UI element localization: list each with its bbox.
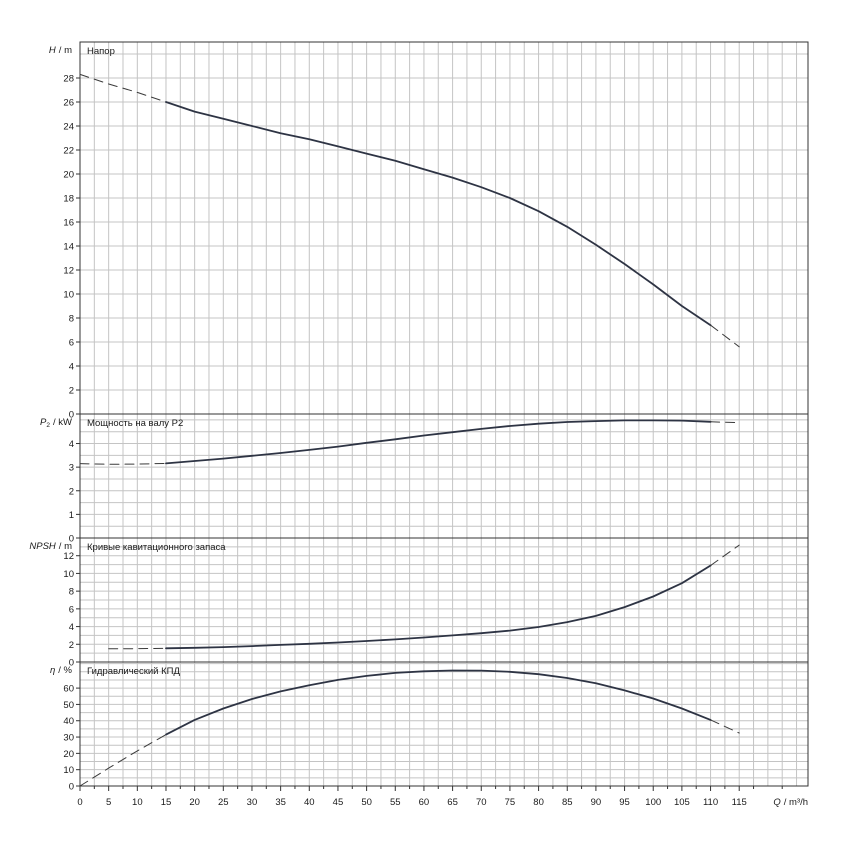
y-tick-label: 1 (69, 510, 74, 521)
y-tick-label: 8 (69, 587, 74, 598)
y-axis-symbol: H (49, 45, 56, 56)
y-tick-label: 2 (69, 386, 74, 397)
y-axis-unit: / m (59, 541, 72, 552)
y-tick-label: 4 (69, 622, 74, 633)
x-tick-label: 85 (562, 797, 573, 808)
x-tick-label: 110 (703, 797, 718, 808)
y-tick-label: 0 (69, 410, 74, 421)
y-tick-label: 22 (63, 146, 74, 157)
y-tick-label: 14 (63, 242, 74, 253)
curve-extrapolated (710, 324, 740, 348)
y-tick-label: 0 (69, 782, 74, 793)
y-tick-label: 24 (63, 122, 74, 133)
x-tick-label: 15 (161, 797, 172, 808)
y-tick-label: 0 (69, 658, 74, 669)
curve-extrapolated (79, 734, 167, 787)
curve-extrapolated (710, 421, 740, 424)
y-tick-label: 10 (63, 290, 74, 301)
curve-extrapolated (710, 719, 740, 734)
y-tick-label: 18 (63, 194, 74, 205)
x-tick-label: 20 (189, 797, 200, 808)
x-tick-label: 10 (132, 797, 143, 808)
x-axis-symbol: Q (773, 797, 781, 808)
y-tick-label: 10 (63, 569, 74, 580)
y-tick-label: 6 (69, 338, 74, 349)
y-tick-label: 2 (69, 640, 74, 651)
y-axis-label: P2/ kW (40, 417, 72, 429)
y-axis-unit: / m (59, 45, 72, 56)
x-tick-label: 5 (106, 797, 111, 808)
panel-4: 0 10 20 30 40 50 60 η / % Гидравлический КПД (50, 661, 809, 793)
x-tick-label: 40 (304, 797, 315, 808)
curve-operating (165, 419, 712, 465)
x-tick-label: 90 (591, 797, 602, 808)
x-tick-label: 60 (419, 797, 430, 808)
y-tick-label: 0 (69, 534, 74, 545)
y-tick-label: 16 (63, 218, 74, 229)
x-tick-label: 25 (218, 797, 229, 808)
y-axis-symbol: P (40, 417, 47, 428)
y-tick-label: 28 (63, 74, 74, 85)
x-tick-label: 0 (77, 797, 82, 808)
x-tick-label: 95 (619, 797, 630, 808)
y-tick-label: 12 (63, 551, 74, 562)
y-axis-unit: / kW (53, 417, 72, 428)
curve-operating (165, 101, 712, 327)
panel-frame (79, 661, 809, 787)
x-tick-label: 100 (645, 797, 661, 808)
y-tick-label: 60 (63, 684, 74, 695)
panel-frame (79, 41, 809, 415)
y-axis-symbol: NPSH (29, 541, 56, 552)
y-tick-label: 20 (63, 749, 74, 760)
y-tick-label: 6 (69, 604, 74, 615)
x-axis-label: Q / m³/h (773, 797, 808, 808)
y-tick-label: 8 (69, 314, 74, 325)
curve-operating (165, 669, 712, 736)
panel-title: Кривые кавитационного запаса (87, 542, 226, 553)
y-axis-symbol: η (50, 665, 55, 676)
y-tick-label: 40 (63, 716, 74, 727)
panel-title: Мощность на валу P2 (87, 418, 183, 429)
y-tick-label: 26 (63, 98, 74, 109)
x-axis-unit: / m³/h (784, 797, 808, 808)
y-axis-label: H / m (49, 45, 72, 56)
x-tick-label: 105 (674, 797, 690, 808)
y-tick-label: 2 (69, 486, 74, 497)
y-tick-label: 12 (63, 266, 74, 277)
x-tick-label: 45 (333, 797, 344, 808)
y-axis-label: NPSH / m (29, 541, 72, 552)
y-tick-label: 50 (63, 700, 74, 711)
y-axis-label: η / % (50, 665, 73, 676)
x-tick-label: 65 (447, 797, 458, 808)
x-tick-label: 80 (533, 797, 544, 808)
x-tick-label: 35 (275, 797, 286, 808)
y-tick-label: 4 (69, 439, 74, 450)
x-tick-label: 30 (247, 797, 258, 808)
curve-extrapolated (79, 73, 167, 103)
y-axis-unit: / % (58, 665, 72, 676)
curve-extrapolated (710, 544, 740, 566)
panel-title: Напор (87, 46, 115, 57)
y-tick-label: 10 (63, 765, 74, 776)
y-tick-label: 20 (63, 170, 74, 181)
panel-title: Гидравлический КПД (87, 666, 180, 677)
x-tick-label: 70 (476, 797, 487, 808)
x-tick-label: 50 (361, 797, 372, 808)
curve-operating (165, 564, 712, 650)
x-tick-label: 75 (505, 797, 516, 808)
y-tick-label: 30 (63, 733, 74, 744)
y-axis-subscript: 2 (46, 422, 50, 429)
y-tick-label: 4 (69, 362, 74, 373)
x-tick-label: 55 (390, 797, 401, 808)
y-tick-label: 3 (69, 463, 74, 474)
x-tick-label: 115 (732, 797, 747, 808)
